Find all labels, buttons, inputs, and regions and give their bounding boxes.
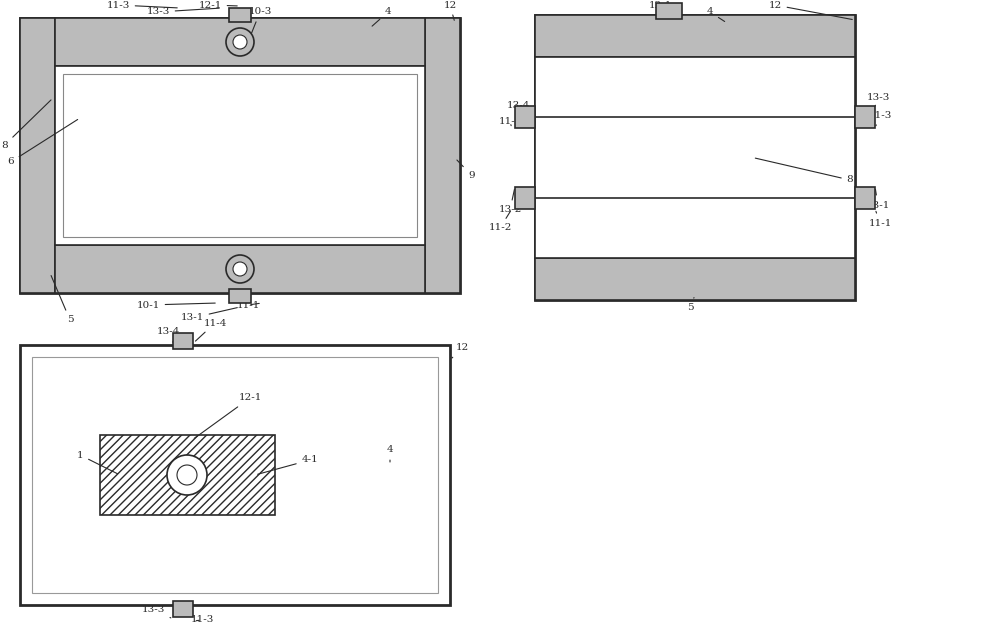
Text: 12: 12 — [768, 1, 852, 20]
Bar — [535, 57, 855, 258]
Text: 1: 1 — [77, 451, 118, 474]
Bar — [55, 245, 425, 293]
Text: 4-1: 4-1 — [258, 456, 318, 474]
Bar — [20, 18, 55, 293]
Bar — [535, 15, 855, 57]
Text: 4: 4 — [387, 446, 393, 462]
Bar — [100, 435, 275, 515]
Bar — [515, 106, 535, 128]
Text: 12-1: 12-1 — [198, 1, 237, 9]
Text: 11-3: 11-3 — [106, 1, 177, 9]
Text: 10-3: 10-3 — [248, 8, 272, 34]
Text: 6: 6 — [7, 119, 78, 166]
Bar — [32, 357, 438, 593]
Bar — [535, 15, 855, 300]
Text: 11-1: 11-1 — [236, 300, 260, 310]
Bar — [55, 18, 425, 66]
Bar — [229, 8, 251, 22]
Text: 13-3: 13-3 — [141, 605, 171, 618]
Text: 11-1: 11-1 — [868, 211, 892, 228]
Text: 12-1: 12-1 — [194, 394, 262, 439]
Text: 13-3: 13-3 — [146, 8, 219, 16]
Text: 13-2: 13-2 — [498, 190, 522, 214]
Text: 5: 5 — [687, 298, 694, 312]
Bar — [63, 74, 417, 237]
Bar — [656, 3, 682, 19]
Circle shape — [177, 465, 197, 485]
Text: 8: 8 — [755, 158, 853, 185]
Bar — [855, 106, 875, 128]
Circle shape — [226, 255, 254, 283]
Text: 11-4: 11-4 — [195, 319, 227, 341]
Text: 9: 9 — [457, 160, 475, 179]
Bar — [20, 18, 460, 293]
Text: 12-1: 12-1 — [648, 1, 672, 13]
Text: 13-1: 13-1 — [866, 190, 890, 209]
Text: 13-3: 13-3 — [866, 94, 890, 106]
Text: 10-1: 10-1 — [136, 300, 215, 310]
Text: 11-2: 11-2 — [488, 211, 512, 233]
Circle shape — [167, 455, 207, 495]
Text: 12: 12 — [452, 344, 469, 358]
Bar — [20, 345, 450, 605]
Text: 4: 4 — [707, 8, 725, 21]
Text: 13-1: 13-1 — [180, 308, 237, 322]
Text: 13-4: 13-4 — [506, 100, 530, 109]
Circle shape — [233, 35, 247, 49]
Bar — [173, 601, 193, 617]
Bar — [55, 66, 425, 245]
Text: 11-3: 11-3 — [868, 111, 892, 126]
Bar — [855, 186, 875, 209]
Text: 8: 8 — [1, 100, 51, 150]
Text: 5: 5 — [51, 276, 73, 324]
Bar — [535, 258, 855, 300]
Circle shape — [233, 262, 247, 276]
Circle shape — [226, 28, 254, 56]
Text: 11-4: 11-4 — [498, 118, 522, 126]
Text: 11-3: 11-3 — [190, 616, 214, 624]
Text: 12: 12 — [443, 1, 457, 20]
Bar — [425, 18, 460, 293]
Bar — [515, 186, 535, 209]
Bar — [173, 333, 193, 349]
Text: 13-4: 13-4 — [156, 327, 180, 343]
Text: 4: 4 — [372, 8, 391, 26]
Bar — [229, 289, 251, 303]
